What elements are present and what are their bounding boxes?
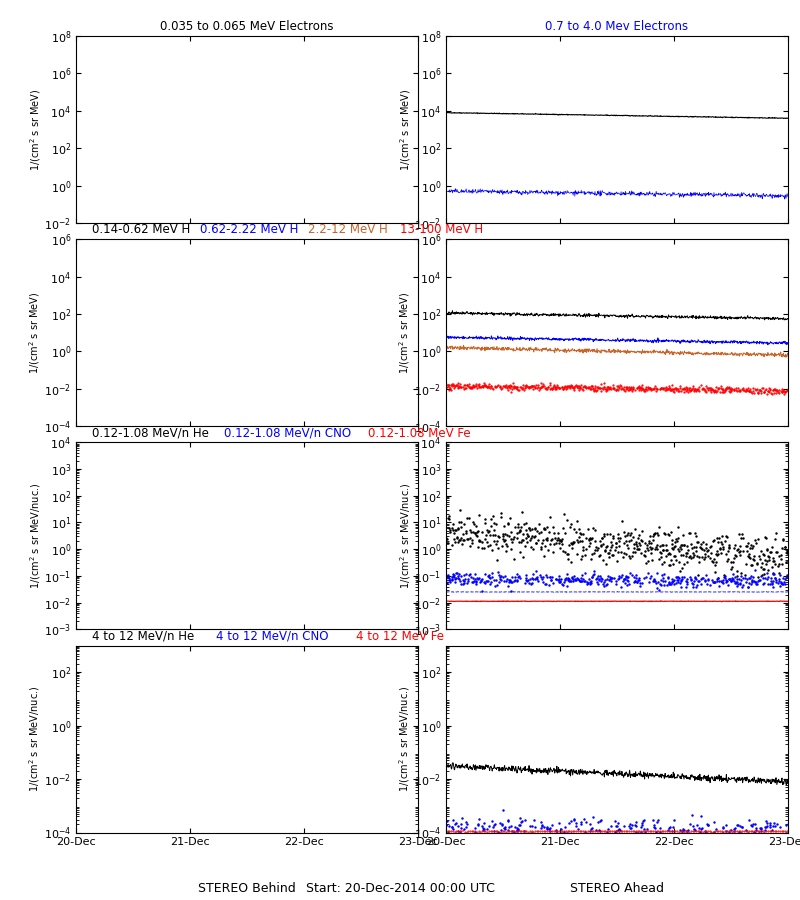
Text: 0.12-1.08 MeV Fe: 0.12-1.08 MeV Fe <box>368 427 470 440</box>
Y-axis label: 1/(cm$^2$ s sr MeV): 1/(cm$^2$ s sr MeV) <box>28 88 43 171</box>
Y-axis label: 1/(cm$^2$ s sr MeV): 1/(cm$^2$ s sr MeV) <box>398 292 413 374</box>
Y-axis label: 1/(cm$^2$ s sr MeV): 1/(cm$^2$ s sr MeV) <box>28 292 42 374</box>
Text: 2.2-12 MeV H: 2.2-12 MeV H <box>308 223 388 237</box>
Text: STEREO Ahead: STEREO Ahead <box>570 883 664 896</box>
Text: 0.12-1.08 MeV/n CNO: 0.12-1.08 MeV/n CNO <box>224 427 351 440</box>
Y-axis label: 1/(cm$^2$ s sr MeV/nuc.): 1/(cm$^2$ s sr MeV/nuc.) <box>398 686 413 792</box>
Text: 0.12-1.08 MeV/n He: 0.12-1.08 MeV/n He <box>92 427 209 440</box>
Y-axis label: 1/(cm$^2$ s sr MeV): 1/(cm$^2$ s sr MeV) <box>398 88 413 171</box>
Text: 13-100 MeV H: 13-100 MeV H <box>400 223 483 237</box>
Text: 0.14-0.62 MeV H: 0.14-0.62 MeV H <box>92 223 190 237</box>
Text: STEREO Behind: STEREO Behind <box>198 883 296 896</box>
Text: 4 to 12 MeV/n CNO: 4 to 12 MeV/n CNO <box>216 630 329 643</box>
Text: 0.035 to 0.065 MeV Electrons: 0.035 to 0.065 MeV Electrons <box>160 21 334 33</box>
Y-axis label: 1/(cm$^2$ s sr MeV/nuc.): 1/(cm$^2$ s sr MeV/nuc.) <box>28 482 42 590</box>
Text: Start: 20-Dec-2014 00:00 UTC: Start: 20-Dec-2014 00:00 UTC <box>306 883 494 896</box>
Y-axis label: 1/(cm$^2$ s sr MeV/nuc.): 1/(cm$^2$ s sr MeV/nuc.) <box>28 686 42 792</box>
Text: 0.7 to 4.0 Mev Electrons: 0.7 to 4.0 Mev Electrons <box>546 21 689 33</box>
Text: 0.62-2.22 MeV H: 0.62-2.22 MeV H <box>200 223 298 237</box>
Text: 4 to 12 MeV Fe: 4 to 12 MeV Fe <box>356 630 444 643</box>
Y-axis label: 1/(cm$^2$ s sr MeV/nuc.): 1/(cm$^2$ s sr MeV/nuc.) <box>398 482 413 590</box>
Text: 4 to 12 MeV/n He: 4 to 12 MeV/n He <box>92 630 194 643</box>
